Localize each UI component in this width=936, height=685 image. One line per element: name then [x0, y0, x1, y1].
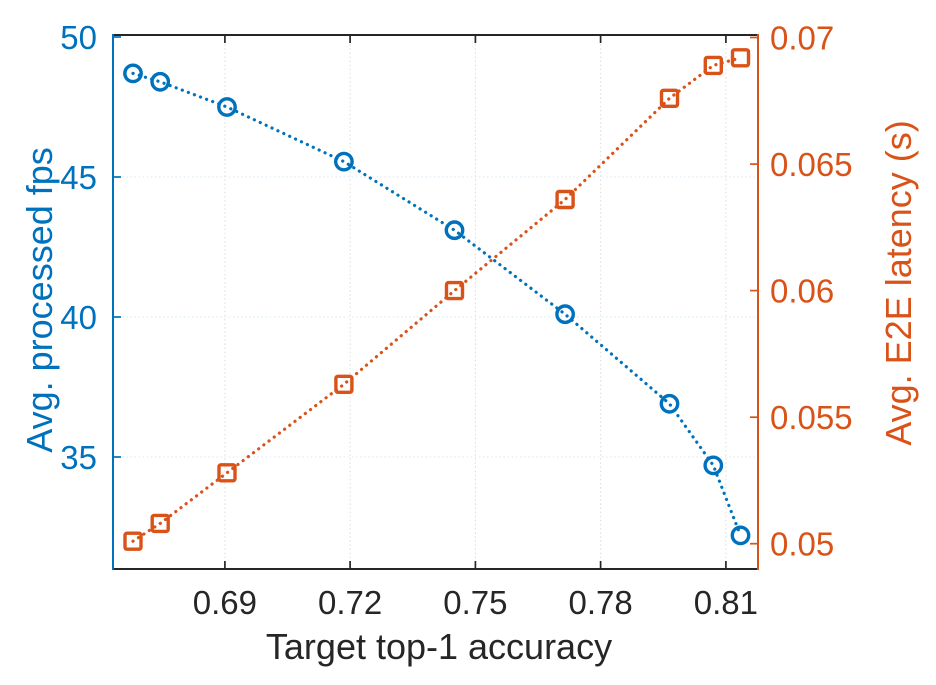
- tick-labels: 0.69 0.72 0.75 0.78 0.81 35 40 45 50 0.05 0.055 0.0…: [60, 19, 852, 621]
- data-point-circle: [217, 97, 237, 117]
- y-left-tick-label: 50: [60, 19, 97, 56]
- y-left-tick-label: 35: [60, 439, 97, 476]
- y-right-tick-label: 0.055: [770, 399, 853, 436]
- x-tick-label: 0.81: [694, 584, 758, 621]
- y-left-tick-label: 45: [60, 159, 97, 196]
- y-right-tick-label: 0.065: [770, 146, 853, 183]
- data-series: [123, 48, 751, 551]
- data-point-square: [150, 513, 170, 534]
- data-point-circle: [444, 220, 465, 241]
- data-point-square: [659, 88, 680, 109]
- data-point-circle: [150, 71, 171, 92]
- data-point-square: [217, 463, 237, 483]
- data-point-circle: [730, 525, 751, 546]
- data-point-square: [703, 55, 723, 76]
- data-point-square: [123, 531, 143, 551]
- y-right-tick-label: 0.05: [770, 526, 834, 563]
- y-axis-title-left: Avg. processed fps: [19, 147, 60, 453]
- data-point-circle: [555, 304, 575, 325]
- data-point-square: [555, 189, 575, 210]
- series-line-right: [131, 56, 743, 543]
- y-axis-title-right: Avg. E2E latency (s): [878, 120, 919, 445]
- x-tick-label: 0.75: [443, 584, 507, 621]
- gridlines: [114, 36, 757, 568]
- data-point-square: [444, 280, 465, 301]
- y-left-tick-label: 40: [60, 299, 97, 336]
- data-point-circle: [123, 63, 143, 84]
- data-point-square: [730, 48, 751, 68]
- axis-titles: Target top-1 accuracy Avg. processed fps…: [19, 120, 919, 667]
- x-axis-title: Target top-1 accuracy: [266, 626, 612, 667]
- data-point-circle: [333, 151, 354, 172]
- data-point-circle: [659, 393, 680, 414]
- x-tick-label: 0.72: [318, 584, 382, 621]
- data-point-circle: [703, 455, 724, 476]
- axes-box: [112, 34, 759, 570]
- data-point-square: [334, 374, 354, 394]
- x-tick-label: 0.69: [193, 584, 257, 621]
- y-right-tick-label: 0.07: [770, 20, 834, 57]
- tick-marks: [113, 35, 758, 569]
- series-line-left: [131, 71, 743, 538]
- y-right-tick-label: 0.06: [770, 273, 834, 310]
- x-tick-label: 0.78: [568, 584, 632, 621]
